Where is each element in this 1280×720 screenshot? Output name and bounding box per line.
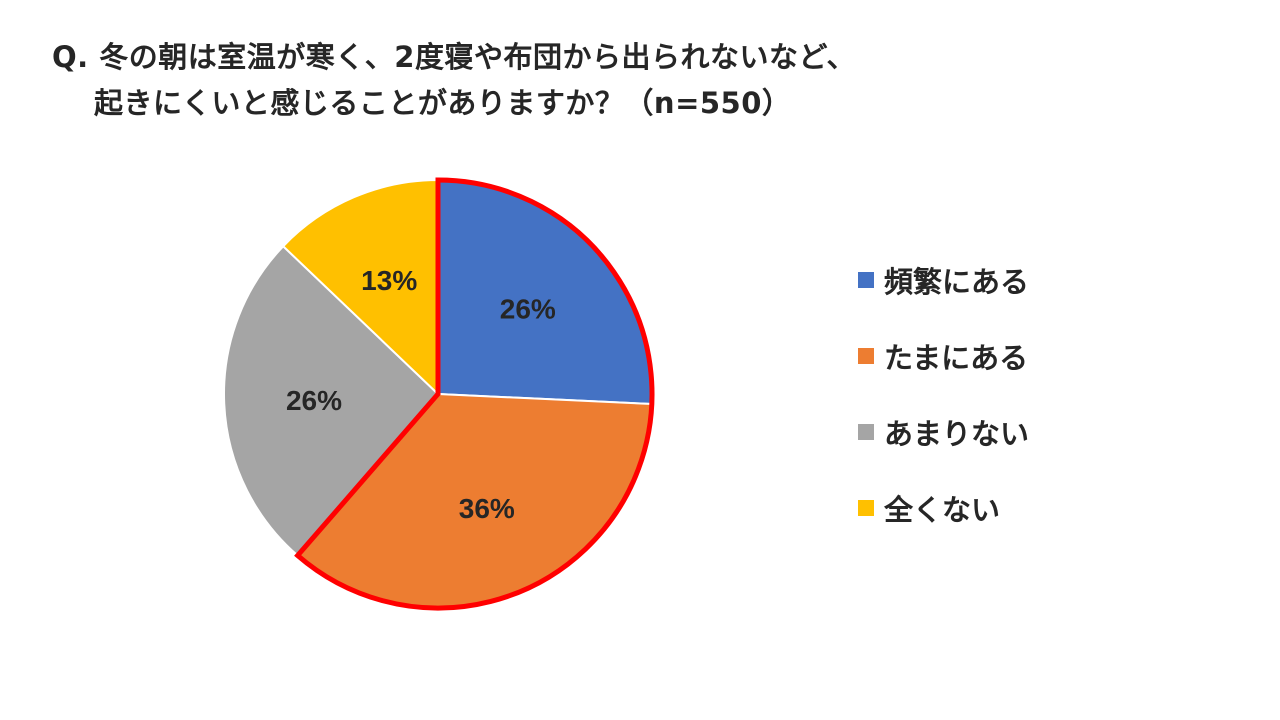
legend-swatch [858, 272, 874, 288]
legend-item: あまりない [858, 410, 1029, 454]
chart-title-line1: Q. 冬の朝は室温が寒く、2度寝や布団から出られないなど、 [52, 40, 856, 74]
chart-title: Q. 冬の朝は室温が寒く、2度寝や布団から出られないなど、 起きにくいと感じるこ… [52, 34, 856, 126]
chart-legend: 頻繁にあるたまにあるあまりない全くない [858, 258, 1029, 562]
slice-data-label: 36% [459, 493, 515, 524]
slice-data-label: 26% [286, 385, 342, 416]
slice-data-label: 13% [361, 265, 417, 296]
highlight-outline [294, 177, 655, 611]
legend-swatch [858, 348, 874, 364]
legend-swatch [858, 424, 874, 440]
pie-slice [437, 178, 653, 406]
pie-slice [281, 178, 439, 397]
legend-swatch [858, 500, 874, 516]
legend-item: 頻繁にある [858, 258, 1029, 302]
slice-data-label: 26% [500, 293, 556, 324]
pie-slice [223, 244, 440, 557]
chart-title-line2: 起きにくいと感じることがありますか？（n=550） [94, 86, 792, 120]
legend-label: たまにある [884, 341, 1029, 375]
legend-label: 全くない [884, 493, 1001, 527]
legend-item: たまにある [858, 334, 1029, 378]
legend-label: 頻繁にある [884, 265, 1030, 299]
legend-label: あまりない [884, 417, 1030, 451]
legend-item: 全くない [858, 486, 1029, 530]
